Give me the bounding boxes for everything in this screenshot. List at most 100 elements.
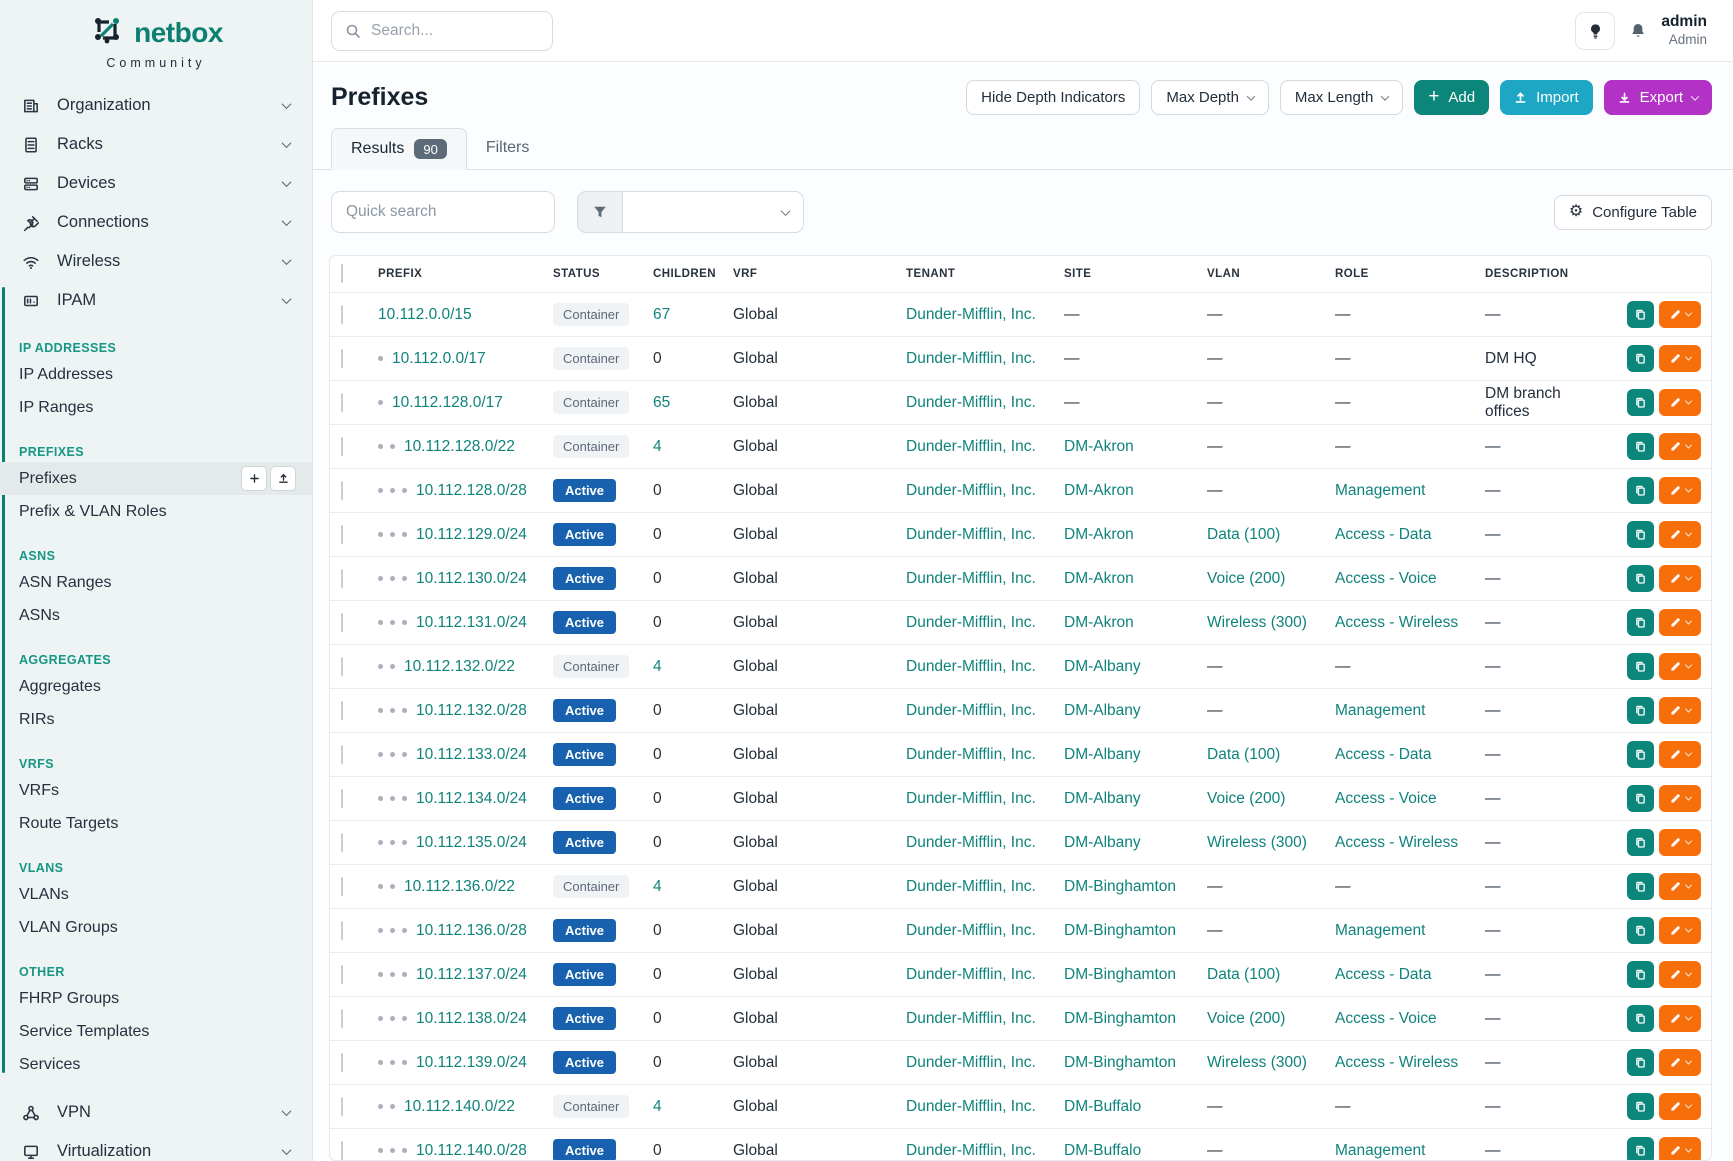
prefix-link[interactable]: 10.112.132.0/28 [416,701,527,719]
clone-button[interactable] [1627,917,1654,944]
edit-button[interactable] [1659,565,1701,592]
clone-button[interactable] [1627,301,1654,328]
edit-button[interactable] [1659,785,1701,812]
quick-add-button[interactable] [241,466,267,491]
sidebar-item-services[interactable]: Services [0,1048,312,1081]
site-link[interactable]: DM-Binghamton [1064,1009,1176,1027]
row-checkbox[interactable] [341,788,343,808]
sidebar-item-route-targets[interactable]: Route Targets [0,807,312,840]
sidebar-item-wireless[interactable]: Wireless [0,242,312,281]
prefix-link[interactable]: 10.112.140.0/22 [404,1097,515,1115]
sidebar-item-vlans[interactable]: VLANs [0,878,312,911]
clone-button[interactable] [1627,521,1654,548]
tenant-link[interactable]: Dunder-Mifflin, Inc. [906,1141,1036,1159]
role-link[interactable]: Access - Voice [1335,569,1437,587]
clone-button[interactable] [1627,1049,1654,1076]
role-link[interactable]: Access - Wireless [1335,833,1459,851]
vlan-link[interactable]: Data (100) [1207,745,1281,763]
site-link[interactable]: DM-Albany [1064,657,1141,675]
role-link[interactable]: Access - Data [1335,525,1432,543]
sidebar-item-aggregates[interactable]: Aggregates [0,670,312,703]
sidebar-item-virtualization[interactable]: Virtualization [0,1132,312,1161]
sidebar-item-racks[interactable]: Racks [0,125,312,164]
role-link[interactable]: Access - Data [1335,745,1432,763]
tenant-link[interactable]: Dunder-Mifflin, Inc. [906,1053,1036,1071]
sidebar-item-devices[interactable]: Devices [0,164,312,203]
site-link[interactable]: DM-Buffalo [1064,1097,1142,1115]
tenant-link[interactable]: Dunder-Mifflin, Inc. [906,481,1036,499]
sidebar-item-asns[interactable]: ASNs [0,599,312,632]
tenant-link[interactable]: Dunder-Mifflin, Inc. [906,1009,1036,1027]
tenant-link[interactable]: Dunder-Mifflin, Inc. [906,437,1036,455]
edit-button[interactable] [1659,1137,1701,1160]
prefix-link[interactable]: 10.112.135.0/24 [416,833,527,851]
clone-button[interactable] [1627,873,1654,900]
sidebar-item-vlan-groups[interactable]: VLAN Groups [0,911,312,944]
row-checkbox[interactable] [341,964,343,984]
site-link[interactable]: DM-Albany [1064,789,1141,807]
max-length-dropdown[interactable]: Max Length [1279,80,1404,115]
row-checkbox[interactable] [341,876,343,896]
children-count-link[interactable]: 4 [653,657,662,675]
site-link[interactable]: DM-Akron [1064,613,1134,631]
site-link[interactable]: DM-Akron [1064,481,1134,499]
role-link[interactable]: Access - Wireless [1335,1053,1459,1071]
prefix-link[interactable]: 10.112.130.0/24 [416,569,527,587]
site-link[interactable]: DM-Albany [1064,745,1141,763]
row-checkbox[interactable] [341,480,343,500]
clone-button[interactable] [1627,609,1654,636]
select-all-checkbox[interactable] [341,264,343,283]
quick-search-input[interactable] [331,191,555,233]
clone-button[interactable] [1627,433,1654,460]
sidebar-item-asn-ranges[interactable]: ASN Ranges [0,566,312,599]
tenant-link[interactable]: Dunder-Mifflin, Inc. [906,789,1036,807]
prefix-link[interactable]: 10.112.134.0/24 [416,789,527,807]
prefix-link[interactable]: 10.112.139.0/24 [416,1053,527,1071]
vlan-link[interactable]: Data (100) [1207,525,1281,543]
edit-button[interactable] [1659,345,1701,372]
row-checkbox[interactable] [341,568,343,588]
row-checkbox[interactable] [341,612,343,632]
site-link[interactable]: DM-Binghamton [1064,1053,1176,1071]
prefix-link[interactable]: 10.112.128.0/22 [404,437,515,455]
site-link[interactable]: DM-Buffalo [1064,1141,1142,1159]
tenant-link[interactable]: Dunder-Mifflin, Inc. [906,305,1036,323]
clone-button[interactable] [1627,1093,1654,1120]
tenant-link[interactable]: Dunder-Mifflin, Inc. [906,613,1036,631]
vlan-link[interactable]: Wireless (300) [1207,1053,1307,1071]
row-checkbox[interactable] [341,832,343,852]
prefix-link[interactable]: 10.112.136.0/22 [404,877,515,895]
vlan-link[interactable]: Voice (200) [1207,1009,1286,1027]
site-link[interactable]: DM-Binghamton [1064,965,1176,983]
vlan-link[interactable]: Voice (200) [1207,569,1286,587]
children-count-link[interactable]: 4 [653,437,662,455]
sidebar-item-prefix-vlan-roles[interactable]: Prefix & VLAN Roles [0,495,312,528]
role-link[interactable]: Access - Voice [1335,1009,1437,1027]
edit-button[interactable] [1659,389,1701,416]
sidebar-item-ip-addresses[interactable]: IP Addresses [0,358,312,391]
row-checkbox[interactable] [341,1096,343,1116]
clone-button[interactable] [1627,389,1654,416]
role-link[interactable]: Access - Wireless [1335,613,1459,631]
edit-button[interactable] [1659,653,1701,680]
clone-button[interactable] [1627,477,1654,504]
sidebar-item-prefixes[interactable]: Prefixes [0,462,312,495]
sidebar-item-vrfs[interactable]: VRFs [0,774,312,807]
role-link[interactable]: Management [1335,921,1426,939]
clone-button[interactable] [1627,961,1654,988]
sidebar-item-rirs[interactable]: RIRs [0,703,312,736]
sidebar-item-fhrp-groups[interactable]: FHRP Groups [0,982,312,1015]
tenant-link[interactable]: Dunder-Mifflin, Inc. [906,921,1036,939]
clone-button[interactable] [1627,565,1654,592]
edit-button[interactable] [1659,961,1701,988]
tab-filters[interactable]: Filters [467,127,549,169]
edit-button[interactable] [1659,521,1701,548]
row-checkbox[interactable] [341,348,343,368]
row-checkbox[interactable] [341,700,343,720]
tenant-link[interactable]: Dunder-Mifflin, Inc. [906,965,1036,983]
sidebar-item-ip-ranges[interactable]: IP Ranges [0,391,312,424]
site-link[interactable]: DM-Akron [1064,437,1134,455]
configure-table-button[interactable]: ⚙ Configure Table [1553,194,1712,230]
prefix-link[interactable]: 10.112.140.0/28 [416,1141,527,1159]
row-checkbox[interactable] [341,656,343,676]
